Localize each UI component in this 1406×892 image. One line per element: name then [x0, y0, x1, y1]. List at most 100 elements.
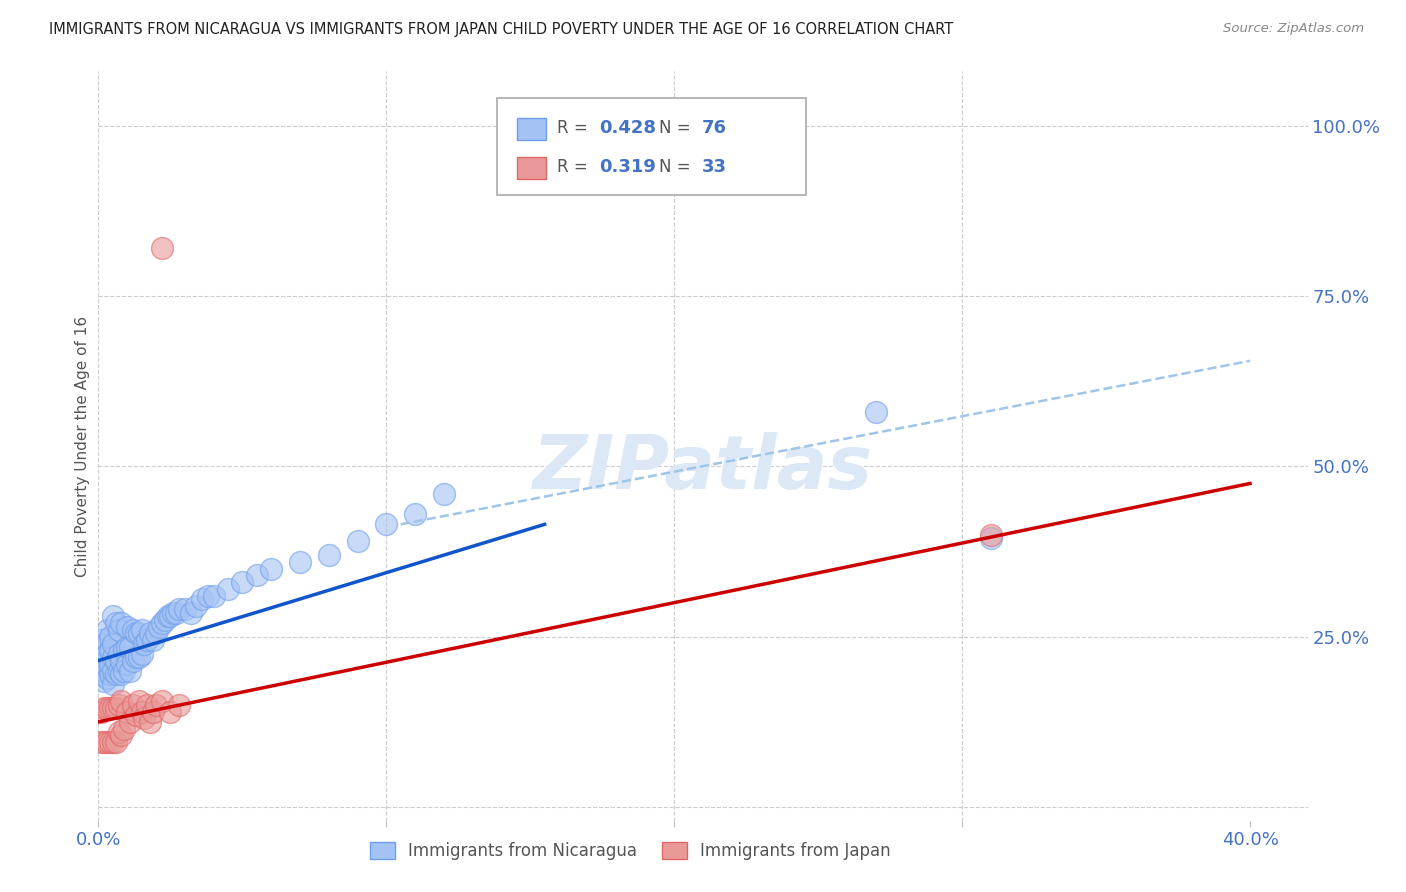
Point: [167, 602, 190, 616]
Point: [101, 677, 124, 691]
Point: [433, 486, 456, 500]
Point: [98, 657, 121, 671]
Text: 76: 76: [702, 119, 727, 136]
Point: [104, 654, 127, 668]
Point: [93, 735, 115, 749]
Point: [93, 650, 115, 665]
Point: [96, 701, 118, 715]
Point: [131, 705, 153, 719]
Point: [122, 698, 145, 712]
Point: [107, 664, 129, 678]
Point: [125, 650, 148, 665]
Point: [197, 589, 219, 603]
Text: ZIPatlas: ZIPatlas: [533, 432, 873, 505]
Point: [150, 616, 173, 631]
Point: [112, 722, 135, 736]
Point: [98, 667, 121, 681]
Point: [980, 527, 1002, 541]
Point: [145, 698, 167, 712]
Point: [101, 664, 124, 678]
Point: [96, 735, 118, 749]
Point: [90, 633, 112, 648]
Point: [122, 623, 145, 637]
Point: [125, 626, 148, 640]
Point: [231, 575, 253, 590]
Text: N =: N =: [659, 119, 696, 136]
Point: [110, 667, 132, 681]
Point: [107, 698, 129, 712]
Point: [110, 616, 132, 631]
Point: [98, 643, 121, 657]
Point: [101, 735, 124, 749]
Point: [112, 643, 135, 657]
Point: [104, 667, 127, 681]
Point: [93, 664, 115, 678]
Point: [136, 698, 159, 712]
FancyBboxPatch shape: [498, 97, 806, 195]
Point: [128, 650, 150, 665]
Point: [110, 694, 132, 708]
Point: [139, 626, 162, 640]
Point: [131, 623, 153, 637]
Point: [162, 606, 184, 620]
Point: [93, 673, 115, 688]
Point: [115, 619, 138, 633]
Point: [120, 664, 142, 678]
Point: [865, 405, 887, 419]
Point: [139, 714, 162, 729]
Point: [107, 647, 129, 661]
Point: [90, 654, 112, 668]
Point: [125, 708, 148, 723]
Point: [90, 667, 112, 681]
Point: [145, 626, 167, 640]
Text: 0.319: 0.319: [599, 158, 655, 176]
Point: [93, 701, 115, 715]
Point: [107, 623, 129, 637]
Point: [180, 606, 202, 620]
Point: [150, 242, 173, 256]
Point: [115, 705, 138, 719]
Point: [96, 623, 118, 637]
Point: [131, 647, 153, 661]
Point: [96, 671, 118, 685]
Point: [288, 555, 311, 569]
Point: [104, 616, 127, 631]
Text: Source: ZipAtlas.com: Source: ZipAtlas.com: [1223, 22, 1364, 36]
Point: [115, 640, 138, 654]
Point: [90, 705, 112, 719]
Text: R =: R =: [557, 158, 593, 176]
Y-axis label: Child Poverty Under the Age of 16: Child Poverty Under the Age of 16: [75, 316, 90, 576]
Point: [136, 633, 159, 648]
Point: [202, 589, 225, 603]
Point: [128, 626, 150, 640]
Point: [101, 701, 124, 715]
Point: [120, 640, 142, 654]
Point: [101, 650, 124, 665]
Legend: Immigrants from Nicaragua, Immigrants from Japan: Immigrants from Nicaragua, Immigrants fr…: [364, 837, 896, 864]
Point: [375, 517, 398, 532]
Point: [96, 660, 118, 674]
Point: [115, 657, 138, 671]
Point: [404, 507, 426, 521]
Point: [156, 609, 179, 624]
Point: [173, 602, 195, 616]
Point: [318, 548, 340, 562]
Point: [159, 705, 181, 719]
Point: [159, 609, 181, 624]
Point: [104, 735, 127, 749]
Point: [980, 531, 1002, 545]
Point: [90, 735, 112, 749]
Point: [112, 664, 135, 678]
Point: [128, 694, 150, 708]
Text: N =: N =: [659, 158, 696, 176]
Point: [346, 534, 368, 549]
Point: [167, 698, 190, 712]
FancyBboxPatch shape: [517, 119, 546, 139]
Point: [98, 735, 121, 749]
FancyBboxPatch shape: [517, 157, 546, 178]
Point: [122, 654, 145, 668]
Point: [142, 633, 165, 648]
Point: [110, 654, 132, 668]
Point: [153, 613, 176, 627]
Point: [93, 636, 115, 650]
